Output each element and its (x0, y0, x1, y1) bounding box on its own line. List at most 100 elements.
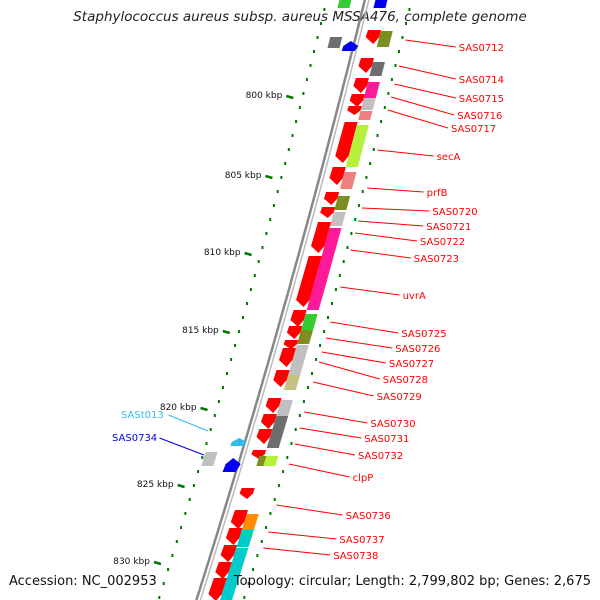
gene-darkgray (369, 62, 385, 76)
gene-label: SAS0737 (339, 535, 384, 546)
gene-label: SAS0738 (333, 551, 378, 562)
track-dot (192, 484, 195, 487)
gene-red (323, 192, 340, 205)
gene-red (220, 545, 238, 562)
gene-red (349, 94, 365, 107)
label-leader-line (168, 414, 209, 432)
track-dot (277, 484, 280, 487)
kbp-tick-label: 805 kbp (225, 171, 262, 181)
label-leader-line (355, 232, 418, 242)
gene-red (260, 414, 277, 429)
track-dot (380, 120, 383, 123)
track-dot (342, 260, 345, 263)
track-dot (175, 540, 178, 543)
track-dot (327, 316, 329, 319)
track-dot (405, 22, 407, 25)
track-dot (238, 330, 241, 333)
kbp-tick-label: 820 kbp (160, 403, 197, 413)
label-leader-line (294, 443, 356, 456)
label-leader-line (387, 109, 449, 129)
gene-skyblue (230, 438, 247, 446)
track-dot (256, 554, 259, 557)
track-dot (252, 568, 255, 571)
gene-red (329, 167, 346, 185)
track-dot (390, 78, 393, 81)
kbp-tick (265, 174, 273, 180)
track-dot (249, 288, 252, 291)
track-dot (323, 8, 326, 11)
gene-red (353, 78, 369, 93)
gene-label: SAS0732 (358, 451, 403, 462)
label-leader-line (268, 531, 337, 540)
gene-label: SAS0716 (457, 111, 502, 122)
track-dot (408, 8, 411, 11)
gene-label: SAS0717 (451, 124, 496, 135)
gene-lime (263, 456, 279, 466)
track-dot (334, 288, 337, 291)
track-dot (226, 372, 228, 375)
label-leader-line (318, 361, 380, 380)
label-leader-line (321, 351, 387, 364)
track-dot (298, 106, 301, 109)
gene-red (283, 340, 299, 349)
track-dot (290, 442, 293, 445)
kbp-tick-label: 815 kbp (182, 326, 219, 336)
label-leader-line (325, 337, 393, 349)
genome-title: Staphylococcus aureus subsp. aureus MSSA… (73, 9, 527, 25)
gene-salmon (339, 172, 357, 189)
track-dot (280, 176, 283, 179)
label-leader-line (159, 437, 205, 456)
track-dot (309, 64, 312, 67)
track-dot (197, 470, 200, 473)
track-dot (257, 260, 260, 263)
track-dot (167, 568, 170, 571)
label-leader-line (350, 249, 411, 259)
label-leader-line (276, 504, 343, 516)
label-leader-line (398, 65, 456, 80)
gene-red (225, 528, 243, 545)
track-dot (316, 36, 319, 39)
topology-label: Topology: circular; Length: 2,799,802 bp… (233, 574, 591, 589)
track-dot (354, 218, 357, 221)
backbone-line (199, 0, 370, 600)
track-dot (284, 162, 287, 165)
track-dot (298, 414, 301, 417)
label-leader-line (361, 207, 430, 212)
gene-label: uvrA (403, 291, 426, 302)
gene-cyan (230, 548, 249, 566)
track-dot (361, 190, 364, 193)
track-dot (269, 512, 272, 515)
gene-red (311, 222, 332, 253)
kbp-tick-label: 810 kbp (204, 248, 241, 258)
gene-red (239, 488, 255, 499)
track-dot (180, 526, 183, 529)
gene-red (296, 256, 322, 307)
gene-label: SAS0714 (459, 75, 504, 86)
gene-label: SAS0715 (459, 94, 504, 105)
track-dot (383, 106, 386, 109)
track-dot (272, 204, 275, 207)
gene-gray (360, 98, 376, 110)
label-leader-line (394, 83, 456, 99)
gene-red (230, 510, 248, 529)
gene-red (347, 106, 362, 115)
gene-red (265, 398, 282, 413)
track-dot (253, 274, 256, 277)
track-dot (350, 232, 353, 235)
track-dot (201, 456, 204, 459)
label-leader-line (299, 427, 362, 439)
track-dot (294, 428, 297, 431)
gene-khaki (283, 375, 301, 390)
gene-darkgray (271, 416, 289, 432)
track-dot (372, 148, 375, 151)
label-leader-line (377, 149, 434, 157)
gene-label: SAS0726 (395, 344, 440, 355)
label-leader-line (390, 96, 455, 116)
gene-green (301, 314, 318, 330)
gene-green (337, 0, 352, 8)
gene-red (273, 370, 290, 387)
track-dot (234, 344, 237, 347)
track-dot (338, 274, 341, 277)
track-dot (261, 246, 264, 249)
